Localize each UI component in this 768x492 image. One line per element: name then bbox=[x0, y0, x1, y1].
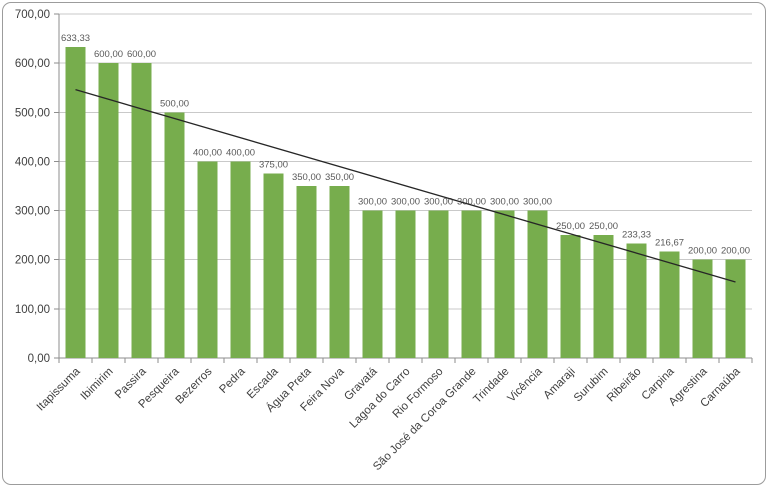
bar[interactable] bbox=[329, 186, 350, 358]
bar[interactable] bbox=[659, 251, 680, 358]
bar[interactable] bbox=[230, 161, 251, 358]
y-axis-label: 600,00 bbox=[15, 58, 50, 70]
bar-value-label: 300,00 bbox=[523, 197, 552, 208]
bar[interactable] bbox=[197, 161, 218, 358]
bar[interactable] bbox=[560, 235, 581, 358]
bar[interactable] bbox=[98, 63, 119, 359]
bar-value-label: 350,00 bbox=[325, 172, 354, 183]
bar-value-label: 350,00 bbox=[292, 172, 321, 183]
bar-value-label: 200,00 bbox=[688, 246, 717, 257]
category-label: Surubim bbox=[572, 366, 611, 405]
category-label: Itapissuma bbox=[35, 365, 83, 413]
y-axis-label: 500,00 bbox=[15, 107, 50, 119]
bar[interactable] bbox=[65, 46, 86, 358]
bar[interactable] bbox=[296, 186, 317, 358]
bar[interactable] bbox=[527, 210, 548, 358]
bar-value-label: 300,00 bbox=[391, 197, 420, 208]
y-axis-label: 200,00 bbox=[15, 255, 50, 267]
bar-value-label: 600,00 bbox=[127, 49, 156, 60]
category-label: Ibimirim bbox=[79, 366, 116, 403]
category-label: Bezerros bbox=[174, 365, 215, 406]
bar-value-label: 300,00 bbox=[424, 197, 453, 208]
category-label: Ribeirão bbox=[605, 366, 644, 405]
bar-value-label: 250,00 bbox=[589, 221, 618, 232]
bar-value-label: 233,33 bbox=[622, 229, 651, 240]
bar-value-label: 216,67 bbox=[655, 238, 684, 249]
category-label: Vicência bbox=[506, 365, 546, 405]
bar[interactable] bbox=[428, 210, 449, 358]
category-label: Trindade bbox=[471, 366, 511, 406]
y-axis-label: 400,00 bbox=[15, 156, 50, 168]
bar[interactable] bbox=[164, 112, 185, 359]
bar[interactable] bbox=[131, 63, 152, 359]
bar[interactable] bbox=[461, 210, 482, 358]
bar-value-label: 400,00 bbox=[193, 147, 222, 158]
bar[interactable] bbox=[725, 259, 746, 358]
category-label: Lagoa do Carro bbox=[348, 366, 413, 431]
bar-value-label: 400,00 bbox=[226, 147, 255, 158]
bar-value-label: 200,00 bbox=[721, 246, 750, 257]
bar-value-label: 300,00 bbox=[358, 197, 387, 208]
bar[interactable] bbox=[494, 210, 515, 358]
bar-value-label: 250,00 bbox=[556, 221, 585, 232]
bar-value-label: 300,00 bbox=[490, 197, 519, 208]
bar[interactable] bbox=[593, 235, 614, 358]
category-label: Pedra bbox=[217, 365, 248, 396]
bar-value-label: 500,00 bbox=[160, 98, 189, 109]
bar[interactable] bbox=[395, 210, 416, 358]
y-axis-label: 0,00 bbox=[28, 353, 50, 365]
bar-value-label: 375,00 bbox=[259, 160, 288, 171]
bar[interactable] bbox=[263, 173, 284, 358]
bar[interactable] bbox=[362, 210, 383, 358]
trendline[interactable] bbox=[75, 89, 736, 283]
bar-value-label: 600,00 bbox=[94, 49, 123, 60]
y-axis-label: 300,00 bbox=[15, 206, 50, 218]
bar[interactable] bbox=[692, 259, 713, 358]
bar[interactable] bbox=[626, 243, 647, 358]
y-axis-label: 700,00 bbox=[15, 9, 50, 21]
bar-value-label: 300,00 bbox=[457, 197, 486, 208]
y-axis-label: 100,00 bbox=[15, 304, 50, 316]
bar-value-label: 633,33 bbox=[61, 33, 90, 44]
